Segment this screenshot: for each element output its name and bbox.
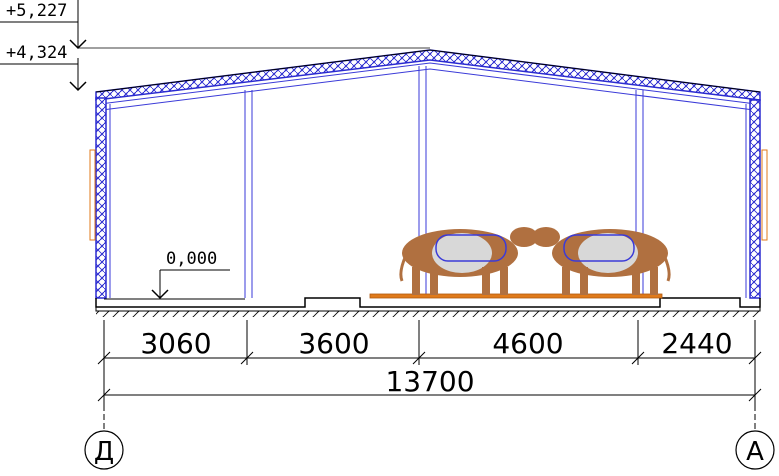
axis-left: Д [84,405,124,470]
elevation-eave-label: +4,324 [6,43,67,63]
floor-profile [95,293,761,317]
elevation-floor: 0,000 [151,249,230,300]
elevation-floor-label: 0,000 [166,249,217,269]
elevation-ridge-label: +5,227 [6,1,67,21]
dimension-chain [97,320,762,405]
total-span-label: 13700 [385,365,474,398]
left-wall [89,97,111,299]
cow-left [399,227,538,295]
axis-left-label: Д [94,437,114,467]
elevation-eave: +4,324 [0,43,87,92]
span-2-label: 3600 [298,327,369,360]
axis-right: А [735,405,775,470]
floor-deck [369,293,663,299]
span-4-label: 2440 [661,327,732,360]
span-1-label: 3060 [140,327,211,360]
elevation-ridge: +5,227 [0,0,430,50]
axis-right-label: А [746,437,764,467]
roof [95,49,761,111]
right-wall [745,99,768,299]
span-3-label: 4600 [492,327,563,360]
cow-right [532,227,671,295]
